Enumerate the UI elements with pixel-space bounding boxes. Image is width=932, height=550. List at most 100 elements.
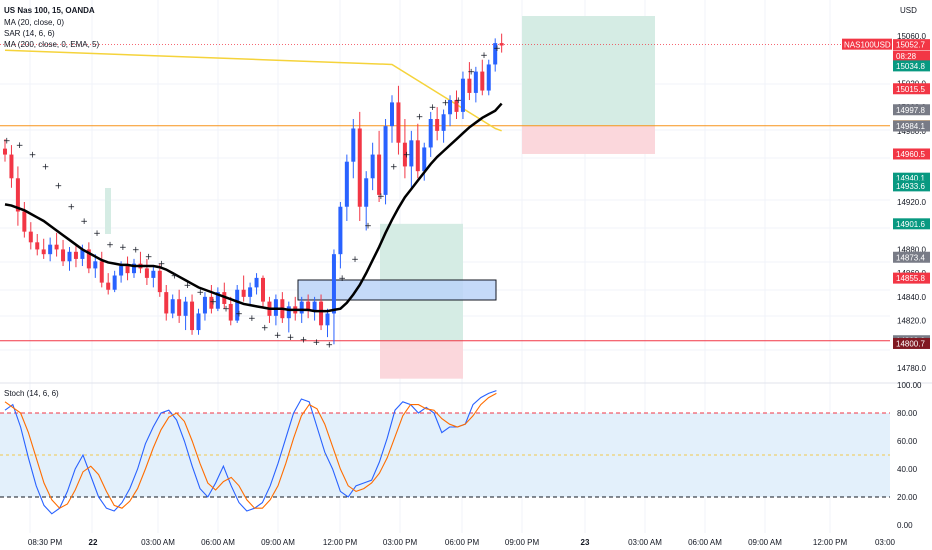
candle-body — [54, 244, 59, 250]
sar-dot: + — [493, 44, 501, 54]
candle-body — [215, 292, 220, 309]
sar-dot: + — [274, 331, 282, 341]
candle-body — [28, 231, 33, 243]
price-tag — [893, 39, 930, 51]
symbol-legend: US Nas 100, 15, OANDA — [4, 6, 95, 15]
candle-body — [228, 303, 233, 321]
sar-dot: + — [300, 336, 308, 346]
candle-body — [390, 102, 394, 127]
time-axis-tick: 08:30 PM — [28, 538, 63, 547]
price-tag-label: 14800.7 — [896, 339, 925, 348]
candle-body — [151, 270, 156, 278]
candle-body — [319, 301, 324, 326]
candle-body — [312, 301, 317, 312]
time-axis-tick: 03:00 — [875, 538, 896, 547]
sar-dot: + — [455, 96, 463, 106]
sar-dot: + — [55, 181, 63, 191]
sar-dot: + — [429, 103, 437, 113]
sar-dot: + — [338, 274, 346, 284]
sar-dot: + — [222, 305, 230, 315]
price-tag — [893, 172, 930, 184]
candle-body — [454, 100, 459, 112]
sar-dot: + — [467, 68, 475, 78]
candle-body — [202, 296, 207, 314]
candle-body — [254, 277, 259, 288]
sar-dot: + — [197, 288, 205, 298]
candle-body — [499, 43, 504, 46]
sar-dot: + — [209, 298, 217, 308]
candle-body — [22, 211, 27, 232]
sar-dot: + — [16, 141, 24, 151]
price-axis-tick: 14780.0 — [897, 364, 926, 373]
sar-dot: + — [93, 229, 101, 239]
price-tag-label: 14997.8 — [896, 106, 925, 115]
candle-body — [183, 301, 188, 316]
sar-dot: + — [42, 162, 50, 172]
time-axis-tick: 06:00 PM — [445, 538, 480, 547]
price-tag — [893, 218, 930, 230]
symbol-tag-label: NAS100USD — [844, 41, 891, 50]
ma20-legend[interactable]: MA (20, close, 0) — [4, 18, 65, 27]
symbol-tag — [842, 38, 892, 50]
small-zone — [105, 188, 111, 234]
candle-body — [86, 249, 91, 269]
candle-body — [125, 266, 130, 274]
candle-body — [48, 244, 53, 255]
sar-dot: + — [184, 281, 192, 291]
candle-body — [132, 263, 136, 274]
candle-body — [473, 71, 478, 93]
candle-body — [435, 119, 440, 131]
price-tag-label: 14984.1 — [896, 122, 925, 131]
price-tag — [893, 148, 930, 160]
price-tag-label: 14933.6 — [896, 182, 925, 191]
demand-zone-box — [297, 279, 497, 301]
candle-body — [9, 154, 14, 179]
price-tag — [893, 337, 930, 349]
time-axis-tick: 03:00 AM — [628, 538, 662, 547]
price-axis-tick: 14820.0 — [897, 317, 926, 326]
sar-dot: + — [3, 136, 11, 146]
candle-body — [493, 43, 498, 65]
stoch-axis-tick: 60.00 — [897, 437, 918, 446]
candle-body — [93, 261, 98, 269]
sar-dot: + — [403, 151, 411, 161]
sar-dot: + — [145, 253, 153, 263]
sar-dot: + — [80, 217, 88, 227]
candle-body — [248, 287, 253, 297]
candle-body — [112, 275, 117, 290]
candle-body — [331, 254, 336, 314]
price-axis-tick: 14840.0 — [897, 293, 926, 302]
candle-body — [325, 313, 330, 326]
candle-body — [409, 140, 414, 167]
price-tag-label: 08:28 — [896, 52, 917, 61]
ema200-legend[interactable]: MA (200, close, 0, EMA, 5) — [4, 40, 100, 49]
sar-dot: + — [29, 151, 37, 161]
sar-legend[interactable]: SAR (14, 6, 6) — [4, 29, 55, 38]
stop-zone-lower — [380, 340, 463, 379]
candle-body — [261, 277, 265, 302]
candle-body — [441, 114, 446, 131]
candle-body — [467, 78, 472, 93]
candle-body — [119, 266, 124, 276]
price-tag — [893, 50, 930, 62]
price-tag-label: 14901.6 — [896, 220, 925, 229]
time-axis-tick: 03:00 AM — [141, 538, 175, 547]
sar-dot: + — [377, 192, 385, 202]
candle-body — [164, 292, 169, 314]
candle-body — [344, 161, 349, 207]
sar-dot: + — [261, 324, 269, 334]
time-axis-tick: 09:00 PM — [505, 538, 540, 547]
candle-body — [235, 289, 240, 321]
sar-dot: + — [313, 338, 321, 348]
candle-body — [106, 282, 111, 290]
price-tag-label: 14855.8 — [896, 274, 925, 283]
time-axis-tick: 12:00 PM — [813, 538, 848, 547]
stoch-axis-tick: 20.00 — [897, 493, 918, 502]
price-tag-label: 15015.5 — [896, 85, 925, 94]
time-axis-tick: 03:00 PM — [383, 538, 418, 547]
candle-body — [357, 128, 362, 207]
candle-body — [364, 178, 369, 207]
candle-body — [41, 249, 46, 255]
stoch-legend[interactable]: Stoch (14, 6, 6) — [4, 389, 59, 398]
